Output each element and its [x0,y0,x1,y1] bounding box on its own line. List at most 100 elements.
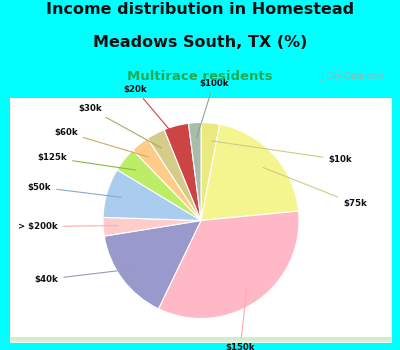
Text: $30k: $30k [78,104,161,148]
Bar [10,337,392,340]
Bar [10,339,392,342]
Bar [10,340,392,343]
Text: > $200k: > $200k [18,222,118,231]
Bar [10,337,392,341]
Text: Multirace residents: Multirace residents [127,70,273,83]
Bar [10,337,392,341]
Bar [10,339,392,342]
Bar [10,338,392,341]
Bar [10,338,392,342]
Bar [10,340,392,343]
Bar [10,340,392,343]
Bar [10,337,392,340]
Bar [10,339,392,342]
Bar [10,339,392,342]
Wedge shape [133,138,201,220]
Bar [10,337,392,340]
Wedge shape [158,211,299,318]
Wedge shape [117,150,201,220]
Bar [10,337,392,340]
Wedge shape [188,122,201,220]
Bar [10,337,392,341]
Bar [10,338,392,341]
Bar [10,337,392,341]
Bar [10,340,392,343]
Wedge shape [103,170,201,220]
Bar [10,339,392,342]
Wedge shape [201,124,298,220]
Bar [10,337,392,341]
Bar [10,339,392,342]
Bar [10,338,392,341]
Bar [10,338,392,341]
Bar [10,338,392,342]
Bar [10,339,392,342]
Bar [10,338,392,342]
Bar [10,338,392,342]
Bar [10,337,392,341]
Bar [10,337,392,340]
Bar [10,339,392,342]
Bar [10,340,392,343]
Bar [10,338,392,341]
Text: Meadows South, TX (%): Meadows South, TX (%) [93,35,307,50]
Bar [10,340,392,343]
Bar [10,340,392,342]
Text: $60k: $60k [54,128,148,157]
Bar [10,339,392,342]
Bar [10,338,392,341]
Bar [10,339,392,342]
Bar [10,338,392,341]
Bar [10,340,392,343]
Bar [10,338,392,342]
Bar [10,337,392,340]
Bar [10,339,392,342]
Bar [10,339,392,342]
Bar [10,338,392,342]
Text: $125k: $125k [37,153,136,170]
Bar [10,340,392,343]
Bar [10,337,392,340]
Text: $10k: $10k [212,141,352,164]
Bar [10,340,392,343]
Text: $100k: $100k [197,79,228,138]
Bar [10,340,392,343]
Bar [10,337,392,340]
Bar [10,338,392,342]
Bar [10,340,392,343]
Bar [10,340,392,342]
Bar [10,338,392,341]
Bar [10,340,392,342]
Wedge shape [103,217,201,236]
Bar [10,337,392,340]
Bar [10,338,392,341]
Bar [10,340,392,343]
Text: $20k: $20k [124,85,179,141]
Wedge shape [164,123,201,220]
Bar [10,338,392,341]
Bar [10,338,392,341]
Bar [10,339,392,342]
Wedge shape [104,220,201,309]
Bar [10,338,392,341]
Bar [10,339,392,342]
Bar [10,339,392,342]
Bar [10,338,392,341]
Bar [10,340,392,343]
Text: Income distribution in Homestead: Income distribution in Homestead [46,2,354,17]
Bar [10,339,392,342]
Bar [10,338,392,341]
Bar [10,339,392,342]
Bar [10,338,392,341]
Bar [10,338,392,341]
Bar [10,338,392,341]
Bar [10,340,392,343]
Bar [10,338,392,341]
Bar [10,337,392,341]
Bar [10,338,392,341]
Text: $75k: $75k [263,168,367,208]
Text: $40k: $40k [34,269,134,284]
Text: $150k: $150k [225,289,255,350]
Text: $50k: $50k [28,183,121,197]
Bar [10,338,392,341]
